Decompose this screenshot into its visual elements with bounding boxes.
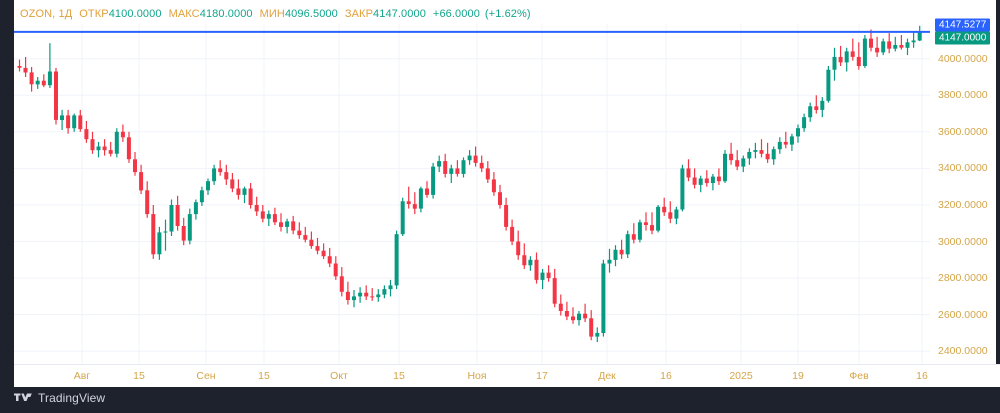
right-frame-edge [996, 0, 1000, 386]
price-tick: 2800.0000 [938, 272, 988, 285]
price-tick: 3200.0000 [938, 199, 988, 211]
time-tick: 16 [916, 370, 928, 382]
price-tick: 2400.0000 [938, 345, 988, 358]
ohlc-open: ОТКР4100.0000 [79, 6, 161, 22]
high-value: 4180.0000 [199, 8, 253, 20]
price-tick: 3800.0000 [938, 89, 988, 102]
time-tick: 16 [660, 370, 672, 382]
ohlc-low: МИН4096.5000 [260, 6, 338, 22]
time-tick: Ноя [467, 370, 487, 382]
time-tick: Сен [196, 370, 216, 382]
time-tick: 15 [393, 370, 405, 382]
change-value: +66.0000 [432, 8, 480, 20]
low-label: МИН [259, 8, 285, 20]
low-value: 4096.5000 [284, 8, 338, 20]
last-price-badge[interactable]: 4147.0000 [935, 31, 991, 45]
time-tick: Авг [73, 370, 91, 382]
open-value: 4100.0000 [108, 8, 162, 20]
change-percent: (+1.62%) [484, 8, 531, 20]
close-label: ЗАКР [344, 8, 374, 20]
ohlc-close: ЗАКР4147.0000 [345, 6, 426, 22]
close-value: 4147.0000 [373, 8, 426, 20]
price-axis[interactable]: 4000.0000 3800.0000 3600.0000 3400.0000 3200… [930, 18, 1000, 364]
time-tick: Окт [330, 370, 348, 382]
price-tick: 2600.0000 [938, 308, 988, 321]
time-tick: 2025 [729, 370, 753, 382]
time-tick: Фев [849, 370, 869, 382]
time-tick: Дек [598, 370, 616, 382]
time-tick: 17 [536, 370, 548, 382]
time-tick: 15 [133, 370, 145, 382]
price-tick: 3000.0000 [938, 235, 988, 248]
price-tick: 3600.0000 [938, 125, 988, 138]
tradingview-wordmark: TradingView [38, 391, 106, 405]
tradingview-logo-icon [14, 393, 32, 401]
chart-legend: OZON, 1Д ОТКР4100.0000 МАКС4180.0000 МИН… [20, 6, 531, 22]
price-tick: 4000.0000 [938, 52, 988, 65]
open-label: ОТКР [79, 8, 109, 20]
candlestick-series [14, 24, 930, 364]
time-axis[interactable]: Авг 15 Сен 15 Окт 15 Ноя 17 Дек 16 2025 19 Фев 16 [14, 364, 1000, 387]
tradingview-branding[interactable]: TradingView [14, 391, 105, 405]
high-label: МАКС [168, 8, 200, 20]
crosshair-price-badge[interactable]: 4147.5277 [935, 18, 991, 32]
time-tick: 15 [258, 370, 270, 382]
time-tick: 19 [792, 370, 804, 382]
price-tick: 3400.0000 [938, 162, 988, 175]
chart-plot-area[interactable] [14, 24, 930, 364]
ohlc-high: МАКС4180.0000 [169, 6, 253, 22]
symbol-label[interactable]: OZON, 1Д [20, 8, 73, 20]
